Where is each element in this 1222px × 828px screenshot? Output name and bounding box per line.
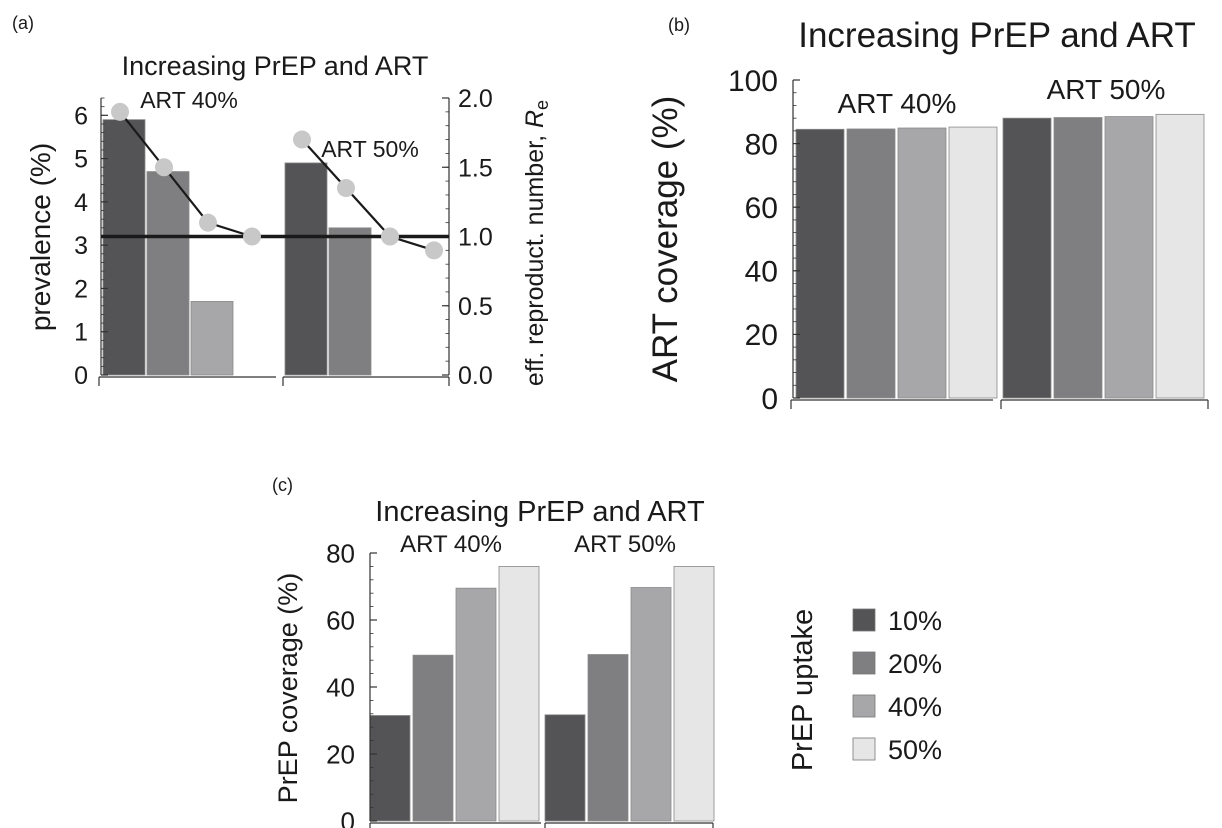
y-tick-label: 60 xyxy=(326,605,355,635)
re-point xyxy=(155,158,173,177)
y-tick-label: 0 xyxy=(74,362,88,390)
right-axis-label-subscript: e xyxy=(532,100,552,110)
y-tick-label: 60 xyxy=(745,192,778,225)
re-point xyxy=(381,227,399,246)
bar-1-10pct xyxy=(369,715,411,822)
y-axis-label: PrEP coverage (%) xyxy=(273,573,303,804)
right-tick-label: 2.0 xyxy=(458,85,493,113)
re-line xyxy=(119,111,253,238)
y-tick-label: 0 xyxy=(761,383,778,416)
bar-1-50pct xyxy=(948,126,998,399)
y-tick-label: 5 xyxy=(74,146,88,174)
panel-label: (a) xyxy=(12,13,34,33)
legend-title: PrEP uptake xyxy=(787,609,819,771)
bar-2-10pct xyxy=(1002,117,1052,399)
y-tick-label: 0 xyxy=(341,806,355,828)
bar-2-40pct xyxy=(1104,116,1154,399)
group-label: ART 50% xyxy=(321,136,419,162)
y-tick-label: 3 xyxy=(74,232,88,260)
bar-1-10pct xyxy=(795,128,845,399)
bar-1-50pct xyxy=(498,566,540,822)
re-point xyxy=(293,130,311,149)
right-axis-label-symbol: R xyxy=(521,110,549,128)
legend-swatch-20pct xyxy=(852,651,876,675)
legend-label: 50% xyxy=(888,735,942,765)
right-tick-label: 1.5 xyxy=(458,154,493,182)
bar-1-20pct xyxy=(846,128,896,399)
legend-label: 20% xyxy=(888,649,942,679)
y-tick-label: 40 xyxy=(745,256,778,289)
y-tick-label: 6 xyxy=(74,102,88,130)
re-point xyxy=(111,102,129,121)
y-tick-label: 2 xyxy=(74,275,88,303)
re-point xyxy=(425,241,443,260)
y-axis-label: ART coverage (%) xyxy=(646,96,685,383)
bar-2-20pct xyxy=(1053,117,1103,399)
y-tick-label: 40 xyxy=(326,672,355,702)
right-tick-label: 0.5 xyxy=(458,293,493,321)
legend-swatch-10pct xyxy=(852,608,876,632)
y-tick-label: 80 xyxy=(326,538,355,568)
bar-1-20pct xyxy=(146,171,190,376)
legend-swatch-50pct xyxy=(852,737,876,761)
bar-1-20pct xyxy=(412,654,454,822)
bar-2-10pct xyxy=(544,714,586,822)
legend-swatch-40pct xyxy=(852,694,876,718)
legend-label: 10% xyxy=(888,606,942,636)
re-point xyxy=(199,213,217,232)
bar-2-20pct xyxy=(587,654,629,822)
bar-1-40pct xyxy=(455,587,497,822)
y-tick-label: 100 xyxy=(728,65,778,98)
right-tick-label: 0.0 xyxy=(458,362,493,390)
bar-2-40pct xyxy=(630,587,672,822)
group-label: ART 40% xyxy=(400,531,502,558)
y-tick-label: 1 xyxy=(74,319,88,347)
panel-label: (b) xyxy=(668,15,690,35)
bar-1-10pct xyxy=(102,119,146,376)
re-point xyxy=(337,179,355,198)
legend-label: 40% xyxy=(888,692,942,722)
right-axis-label: eff. reproduct. number, Re xyxy=(521,100,552,386)
panel-label: (c) xyxy=(272,475,293,495)
group-label: ART 40% xyxy=(140,87,238,113)
y-tick-label: 20 xyxy=(326,739,355,769)
y-axis-label: prevalence (%) xyxy=(25,143,56,331)
bar-2-20pct xyxy=(328,227,372,376)
bar-2-50pct xyxy=(1155,113,1205,399)
bar-2-10pct xyxy=(284,162,328,376)
y-tick-label: 4 xyxy=(74,189,88,217)
panel-title: Increasing PrEP and ART xyxy=(122,51,429,81)
panel-title: Increasing PrEP and ART xyxy=(375,496,705,528)
bar-1-40pct xyxy=(897,127,947,399)
panel-title: Increasing PrEP and ART xyxy=(798,16,1196,55)
bar-1-40pct xyxy=(190,301,234,376)
group-label: ART 50% xyxy=(574,531,676,558)
group-label: ART 50% xyxy=(1047,74,1166,105)
y-tick-label: 80 xyxy=(745,128,778,161)
y-tick-label: 20 xyxy=(745,319,778,352)
right-tick-label: 1.0 xyxy=(458,224,493,252)
bar-2-50pct xyxy=(673,566,715,822)
re-point xyxy=(243,227,261,246)
group-label: ART 40% xyxy=(838,88,957,119)
re-line xyxy=(301,138,435,252)
right-axis-label-text: eff. reproduct. number, xyxy=(521,128,549,386)
